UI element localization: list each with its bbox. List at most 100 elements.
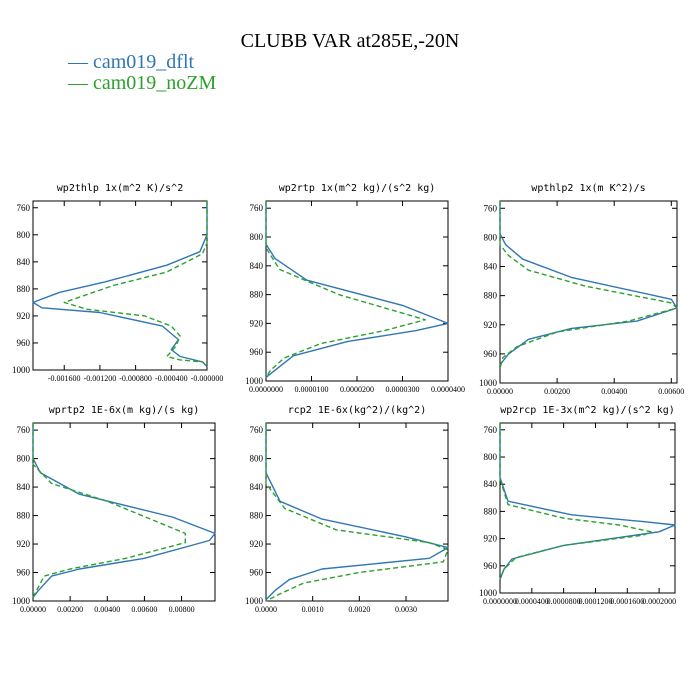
panel-4-title: wprtp2 1E-6x(m kg)/(s kg) <box>49 405 200 416</box>
panel-4-ytick-label: 960 <box>17 568 31 578</box>
panel-1-ytick-label: 960 <box>17 338 31 348</box>
panel-1-xtick-label: -0.000000 <box>191 374 224 383</box>
panel-3-ytick-label: 800 <box>484 232 498 242</box>
panel-6-ytick-label: 960 <box>484 561 498 571</box>
panel-6-ytick-label: 840 <box>484 479 498 489</box>
legend-entry-nozm: — cam019_noZM <box>68 72 217 94</box>
panel-2-series-nozm <box>265 201 426 378</box>
panel-5-series-nozm <box>265 423 449 602</box>
panel-2-xtick-label: 0.0000400 <box>431 385 465 394</box>
panel-3-frame <box>499 200 678 384</box>
panel-5-ytick-label: 880 <box>250 511 264 521</box>
panel-2-ytick-label: 960 <box>250 347 264 357</box>
panel-1-ytick-label: 1000 <box>12 365 31 375</box>
panel-6-ytick-label: 920 <box>484 534 498 544</box>
panel-2-title: wp2rtp 1x(m^2 kg)/(s^2 kg) <box>279 183 436 194</box>
panel-6-xtick-label: 0.0000800 <box>547 597 581 606</box>
panel-4-ytick-label: 920 <box>17 539 31 549</box>
panel-6-frame <box>499 422 676 594</box>
panel-3-ytick-label: 960 <box>484 349 498 359</box>
panel-4-ytick-label: 1000 <box>12 596 31 606</box>
panel-1-ytick-label: 840 <box>17 257 31 267</box>
panel-4-xtick-label: 0.00200 <box>57 605 83 614</box>
panel-4-ytick-label: 800 <box>17 454 31 464</box>
panel-5-ytick-label: 760 <box>250 425 264 435</box>
panel-1-xtick-label: -0.000800 <box>119 374 152 383</box>
panel-2-ytick-label: 760 <box>250 203 264 213</box>
panel-1-series-nozm <box>63 201 208 368</box>
panel-2-ytick-label: 920 <box>250 318 264 328</box>
panel-6-series-dflt <box>499 423 676 580</box>
panel-1-xtick-label: -0.000400 <box>155 374 188 383</box>
panel-3-ytick-label: 880 <box>484 291 498 301</box>
panel-6-xtick-label: 0.0000400 <box>515 597 549 606</box>
panel-3-series-nozm <box>499 201 678 369</box>
panel-5-ytick-label: 800 <box>250 454 264 464</box>
panel-6-ytick-label: 880 <box>484 506 498 516</box>
panel-5-ytick-label: 920 <box>250 539 264 549</box>
panel-1-ytick-label: 800 <box>17 230 31 240</box>
panel-4-ytick-label: 840 <box>17 482 31 492</box>
panel-6-title: wp2rcp 1E-3x(m^2 kg)/(s^2 kg) <box>500 405 675 416</box>
panel-6-xtick-label: 0.0001200 <box>578 597 612 606</box>
panel-2-xtick-label: 0.0000300 <box>386 385 420 394</box>
panel-5-xtick-label: 0.0000 <box>255 605 277 614</box>
panel-6-ytick-label: 800 <box>484 452 498 462</box>
panel-1-series-dflt <box>32 201 208 368</box>
panel-5-xtick-label: 0.0030 <box>395 605 417 614</box>
legend-label-nozm: cam019_noZM <box>93 72 217 94</box>
panel-2-ytick-label: 800 <box>250 232 264 242</box>
panel-2-xtick-label: 0.0000100 <box>295 385 329 394</box>
panel-3-ytick-label: 1000 <box>479 378 498 388</box>
panel-5-xtick-label: 0.0010 <box>302 605 324 614</box>
panel-1-ytick-label: 920 <box>17 311 31 321</box>
panel-5-ytick-label: 960 <box>250 568 264 578</box>
panel-5-xtick-label: 0.0020 <box>348 605 370 614</box>
panel-6-ytick-label: 760 <box>484 425 498 435</box>
panel-1-title: wp2thlp 1x(m^2 K)/s^2 <box>57 183 183 194</box>
panel-6-xtick-label: 0.0002000 <box>642 597 676 606</box>
panel-4-ytick-label: 760 <box>17 425 31 435</box>
panel-3-xtick-label: 0.00400 <box>601 387 627 396</box>
panel-3-series-dflt <box>499 201 678 366</box>
panel-2-ytick-label: 840 <box>250 261 264 271</box>
panel-4-xtick-label: 0.00800 <box>169 605 195 614</box>
panel-2-ytick-label: 880 <box>250 290 264 300</box>
panel-2-ytick-label: 1000 <box>245 376 264 386</box>
panel-3-xtick-label: 0.00200 <box>544 387 570 396</box>
panel-4-xtick-label: 0.00400 <box>94 605 120 614</box>
legend-entry-dflt: — cam019_dflt <box>68 51 195 73</box>
panel-4-frame <box>32 422 216 602</box>
panel-6-xtick-label: 0.0000000 <box>483 597 517 606</box>
panel-1-xtick-label: -0.001600 <box>48 374 81 383</box>
panel-5-ytick-label: 840 <box>250 482 264 492</box>
panel-1-ytick-label: 880 <box>17 284 31 294</box>
panel-5-title: rcp2 1E-6x(kg^2)/(kg^2) <box>288 405 426 416</box>
panel-3-ytick-label: 760 <box>484 203 498 213</box>
panel-2-xtick-label: 0.0000200 <box>340 385 374 394</box>
panel-1-xtick-label: -0.001200 <box>84 374 117 383</box>
panel-2-xtick-label: 0.0000000 <box>249 385 283 394</box>
panel-3-xtick-label: 0.00000 <box>487 387 513 396</box>
legend-label-dflt: cam019_dflt <box>93 51 195 73</box>
panel-5-ytick-label: 1000 <box>245 596 264 606</box>
panel-6-xtick-label: 0.0001600 <box>610 597 644 606</box>
panel-5-frame <box>265 422 449 602</box>
panel-4-xtick-label: 0.00600 <box>131 605 157 614</box>
panel-1-ytick-label: 760 <box>17 203 31 213</box>
panel-3-title: wpthlp2 1x(m K^2)/s <box>531 183 645 194</box>
panel-6-ytick-label: 1000 <box>479 588 498 598</box>
panel-2-series-dflt <box>265 201 449 378</box>
panel-5-series-dflt <box>265 423 449 601</box>
panel-6-series-nozm <box>499 423 652 580</box>
panel-4-series-nozm <box>32 423 187 598</box>
panel-3-xtick-label: 0.00600 <box>658 387 684 396</box>
panel-4-xtick-label: 0.00000 <box>20 605 46 614</box>
panel-3-ytick-label: 840 <box>484 262 498 272</box>
panel-1-frame <box>32 200 208 371</box>
figure-title: CLUBB VAR at285E,-20N <box>240 30 460 52</box>
legend: — cam019_dflt — cam019_noZM <box>68 52 216 94</box>
panel-4-ytick-label: 880 <box>17 511 31 521</box>
panel-3-ytick-label: 920 <box>484 320 498 330</box>
